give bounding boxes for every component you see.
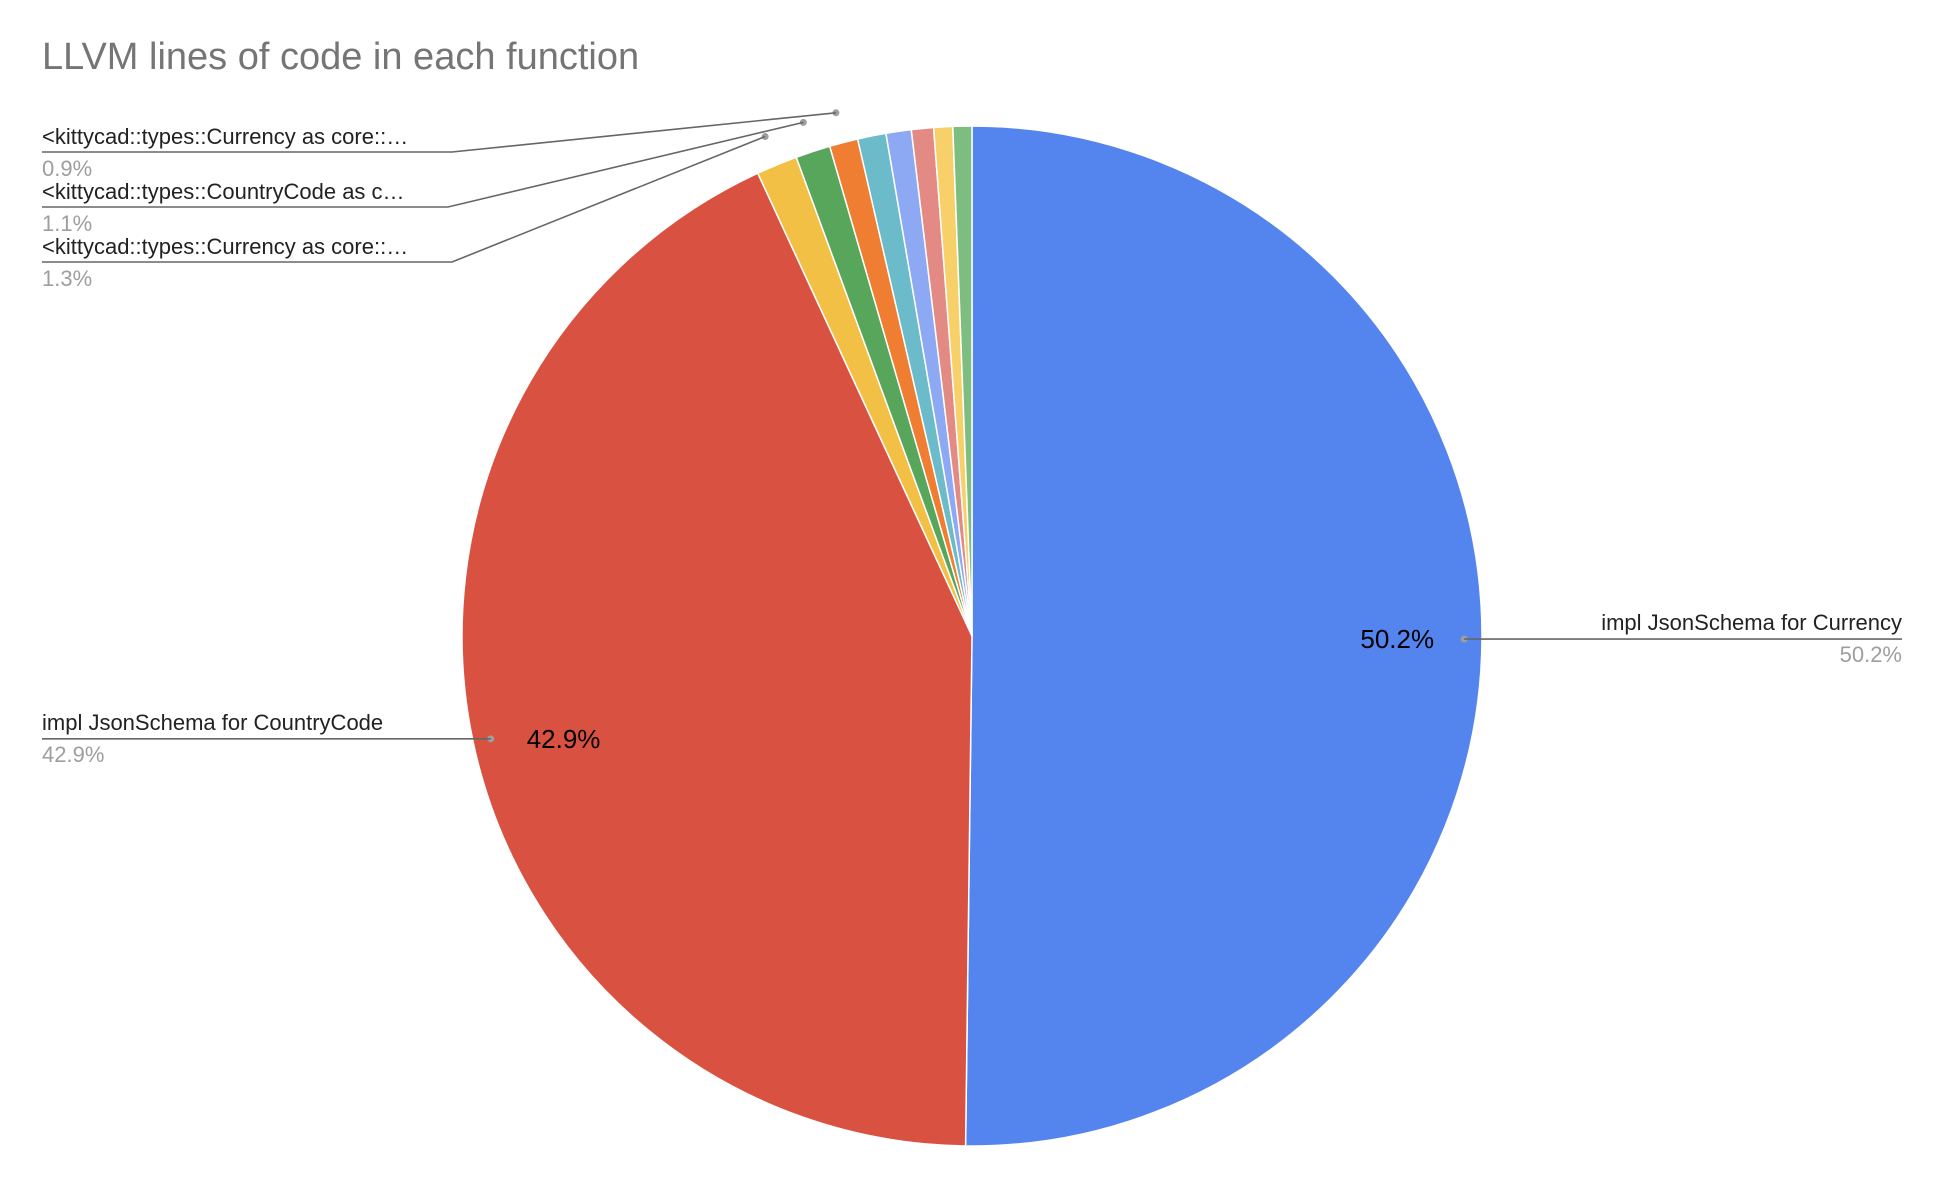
slice-inside-label-1: 42.9% <box>527 724 601 754</box>
pie-slices <box>461 125 1483 1147</box>
callout-pct-2: 1.3% <box>42 266 92 291</box>
callout-line-2 <box>42 135 766 263</box>
chart-title: LLVM lines of code in each function <box>42 36 640 78</box>
callout-pct-4: 0.9% <box>42 156 92 181</box>
callout-line-3 <box>42 121 804 208</box>
slice-inside-label-0: 50.2% <box>1360 624 1434 654</box>
pie-slice-9 <box>952 125 973 637</box>
pie-slice-1 <box>461 172 973 1147</box>
callout-label-3: <kittycad::types::CountryCode as c… <box>42 179 405 204</box>
callout-pct-0: 50.2% <box>1840 642 1902 667</box>
pie-callouts: 50.2% 42.9% impl JsonSchema for Currency 50… <box>42 109 1902 767</box>
callout-line-4 <box>42 112 836 153</box>
callout-label-1: impl JsonSchema for CountryCode <box>42 710 383 735</box>
callout-label-4: <kittycad::types::Currency as core::… <box>42 124 408 149</box>
callout-pct-1: 42.9% <box>42 742 104 767</box>
callout-pct-3: 1.1% <box>42 211 92 236</box>
callout-label-0: impl JsonSchema for Currency <box>1601 610 1902 635</box>
callout-label-2: <kittycad::types::Currency as core::… <box>42 234 408 259</box>
